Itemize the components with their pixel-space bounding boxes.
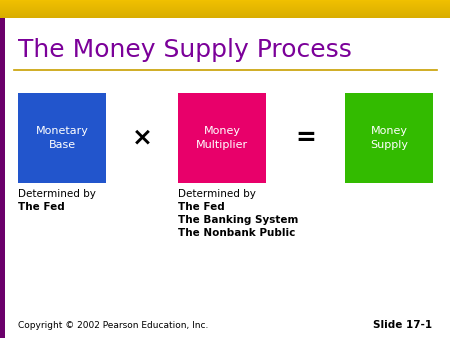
Text: Monetary
Base: Monetary Base: [36, 126, 89, 150]
Text: Determined by: Determined by: [178, 189, 256, 199]
Text: ×: ×: [131, 126, 153, 150]
Text: The Fed: The Fed: [178, 202, 225, 212]
Text: Money
Multiplier: Money Multiplier: [196, 126, 248, 150]
Bar: [18, 93, 106, 183]
Bar: [178, 93, 266, 183]
Bar: [345, 93, 433, 183]
Text: Money
Supply: Money Supply: [370, 126, 408, 150]
Text: The Fed: The Fed: [18, 202, 65, 212]
Text: The Money Supply Process: The Money Supply Process: [18, 38, 352, 62]
Bar: [0, 0, 5, 338]
Text: =: =: [295, 126, 316, 150]
Text: Slide 17-1: Slide 17-1: [373, 320, 432, 330]
Text: The Banking System: The Banking System: [178, 215, 298, 225]
Text: The Nonbank Public: The Nonbank Public: [178, 228, 295, 238]
Text: Determined by: Determined by: [18, 189, 96, 199]
Text: Copyright © 2002 Pearson Education, Inc.: Copyright © 2002 Pearson Education, Inc.: [18, 321, 208, 330]
